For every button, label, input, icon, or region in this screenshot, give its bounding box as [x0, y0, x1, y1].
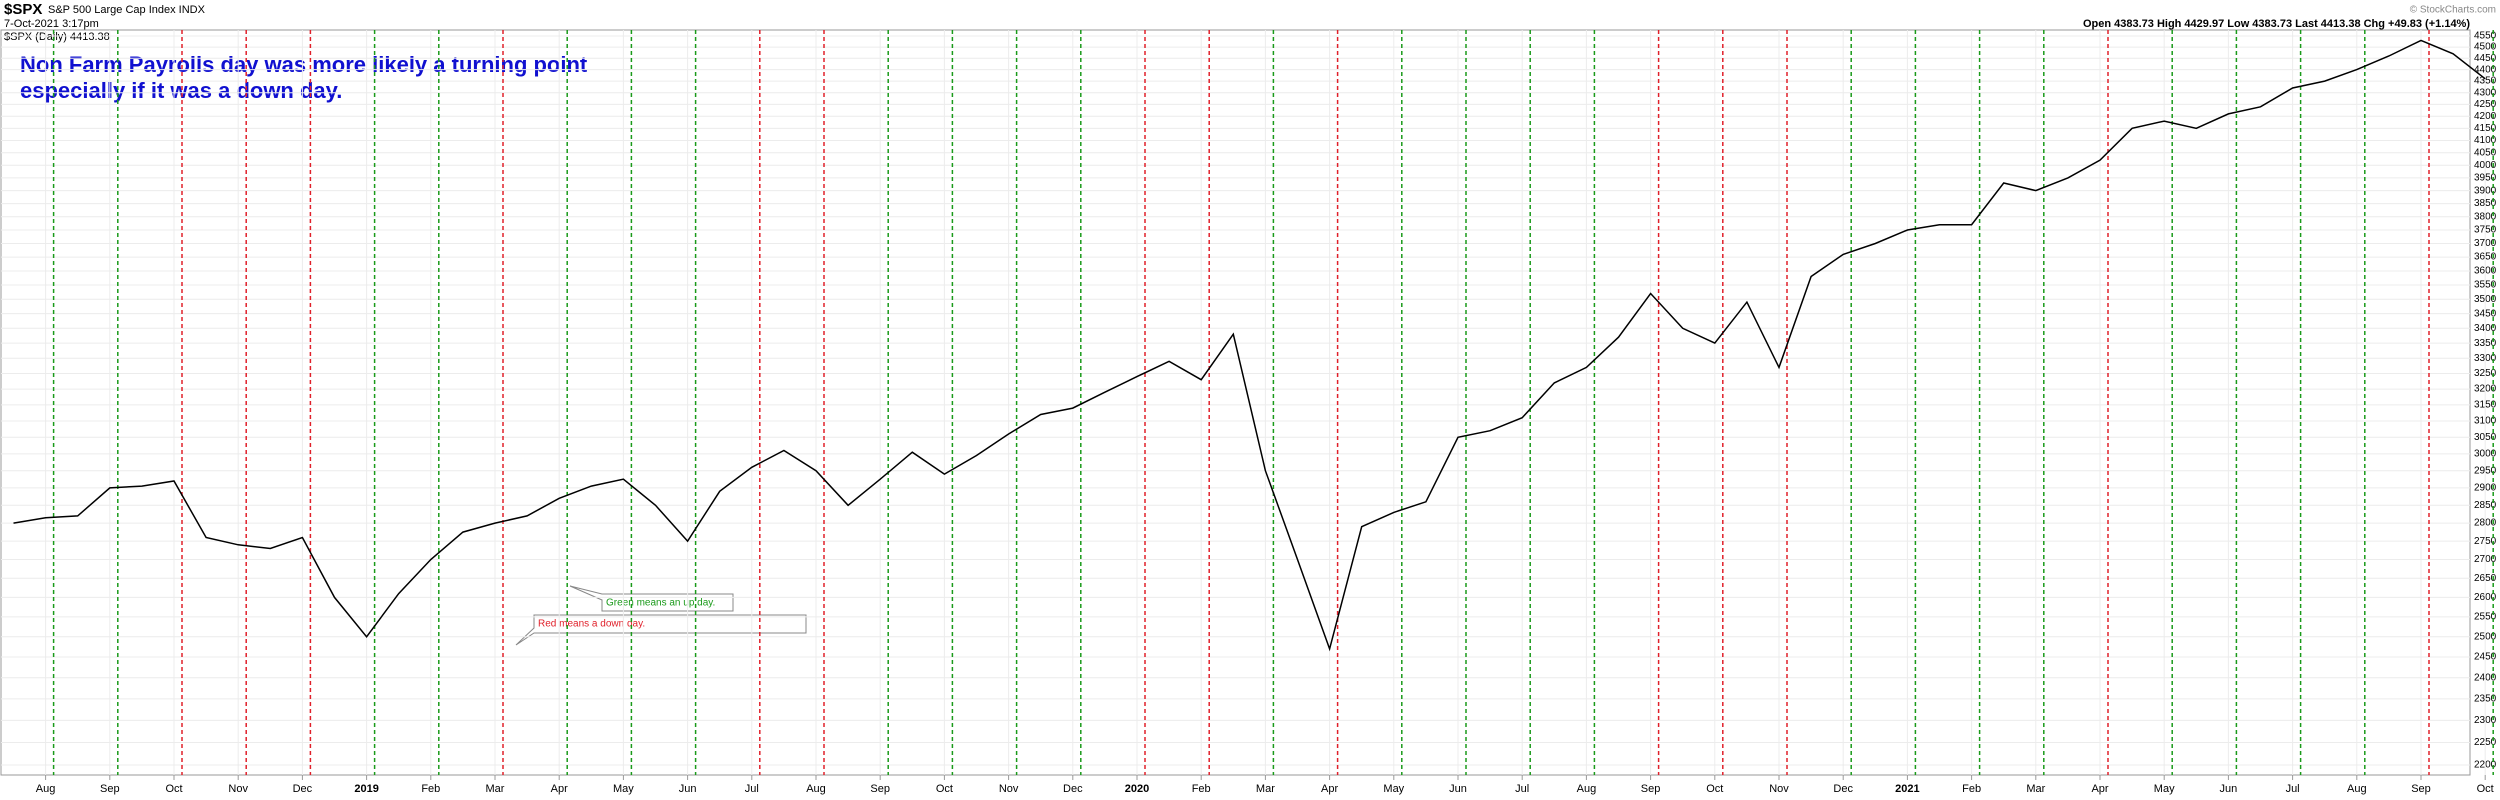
annotation-title: Non Farm Payrolls day was more likely a …	[20, 52, 588, 77]
x-tick-label: Feb	[421, 783, 440, 795]
x-tick-label: Mar	[1256, 783, 1275, 795]
x-tick-label: Oct	[2477, 783, 2494, 795]
plot-frame	[0, 29, 2471, 776]
x-tick-label: May	[613, 783, 634, 795]
x-tick-label: Sep	[870, 783, 890, 795]
x-tick-label: Dec	[1833, 783, 1853, 795]
x-tick-label: Aug	[2347, 783, 2367, 795]
callout-text: Red means a down day.	[538, 619, 645, 630]
callout-text: Green means an up day.	[606, 598, 715, 609]
x-tick-label: Aug	[36, 783, 56, 795]
x-tick-label: Jun	[1449, 783, 1467, 795]
date: 7-Oct-2021 3:17pm	[4, 18, 99, 30]
x-tick-label: Apr	[1321, 783, 1338, 795]
x-tick-label: Jun	[2220, 783, 2238, 795]
x-tick-label: 2019	[354, 783, 378, 795]
callout-box	[569, 585, 734, 612]
annotation-title: especially if it was a down day.	[20, 78, 342, 103]
x-tick-label: Nov	[228, 783, 248, 795]
x-tick-label: Sep	[1641, 783, 1661, 795]
symbol: $SPX	[4, 1, 42, 18]
credit: © StockCharts.com	[2410, 5, 2496, 16]
x-tick-label: Jun	[679, 783, 697, 795]
x-tick-label: Sep	[2411, 783, 2431, 795]
price-line	[13, 39, 2486, 652]
x-tick-label: Nov	[1769, 783, 1789, 795]
stats: Open 4383.73 High 4429.97 Low 4383.73 La…	[2083, 18, 2470, 30]
x-tick-label: 2021	[1895, 783, 1919, 795]
x-tick-label: Dec	[293, 783, 313, 795]
x-tick-label: Aug	[1577, 783, 1597, 795]
index-name: S&P 500 Large Cap Index INDX	[48, 4, 206, 16]
x-tick-label: May	[1383, 783, 1404, 795]
x-tick-label: Feb	[1192, 783, 1211, 795]
x-tick-label: Jul	[745, 783, 759, 795]
x-tick-label: Dec	[1063, 783, 1083, 795]
x-tick-label: Nov	[999, 783, 1019, 795]
x-tick-label: Sep	[100, 783, 120, 795]
x-tick-label: 2020	[1125, 783, 1149, 795]
x-tick-label: Oct	[165, 783, 182, 795]
x-tick-label: Mar	[2026, 783, 2045, 795]
callout-box	[515, 614, 807, 646]
x-tick-label: Aug	[806, 783, 826, 795]
legend: $SPX (Daily) 4413.38	[4, 31, 110, 43]
x-tick-label: Apr	[551, 783, 568, 795]
x-tick-label: Mar	[486, 783, 505, 795]
x-tick-label: May	[2154, 783, 2175, 795]
x-tick-label: Apr	[2091, 783, 2108, 795]
x-tick-label: Oct	[936, 783, 953, 795]
x-tick-label: Jul	[2286, 783, 2300, 795]
x-tick-label: Feb	[1962, 783, 1981, 795]
x-tick-label: Jul	[1515, 783, 1529, 795]
x-tick-label: Oct	[1706, 783, 1723, 795]
